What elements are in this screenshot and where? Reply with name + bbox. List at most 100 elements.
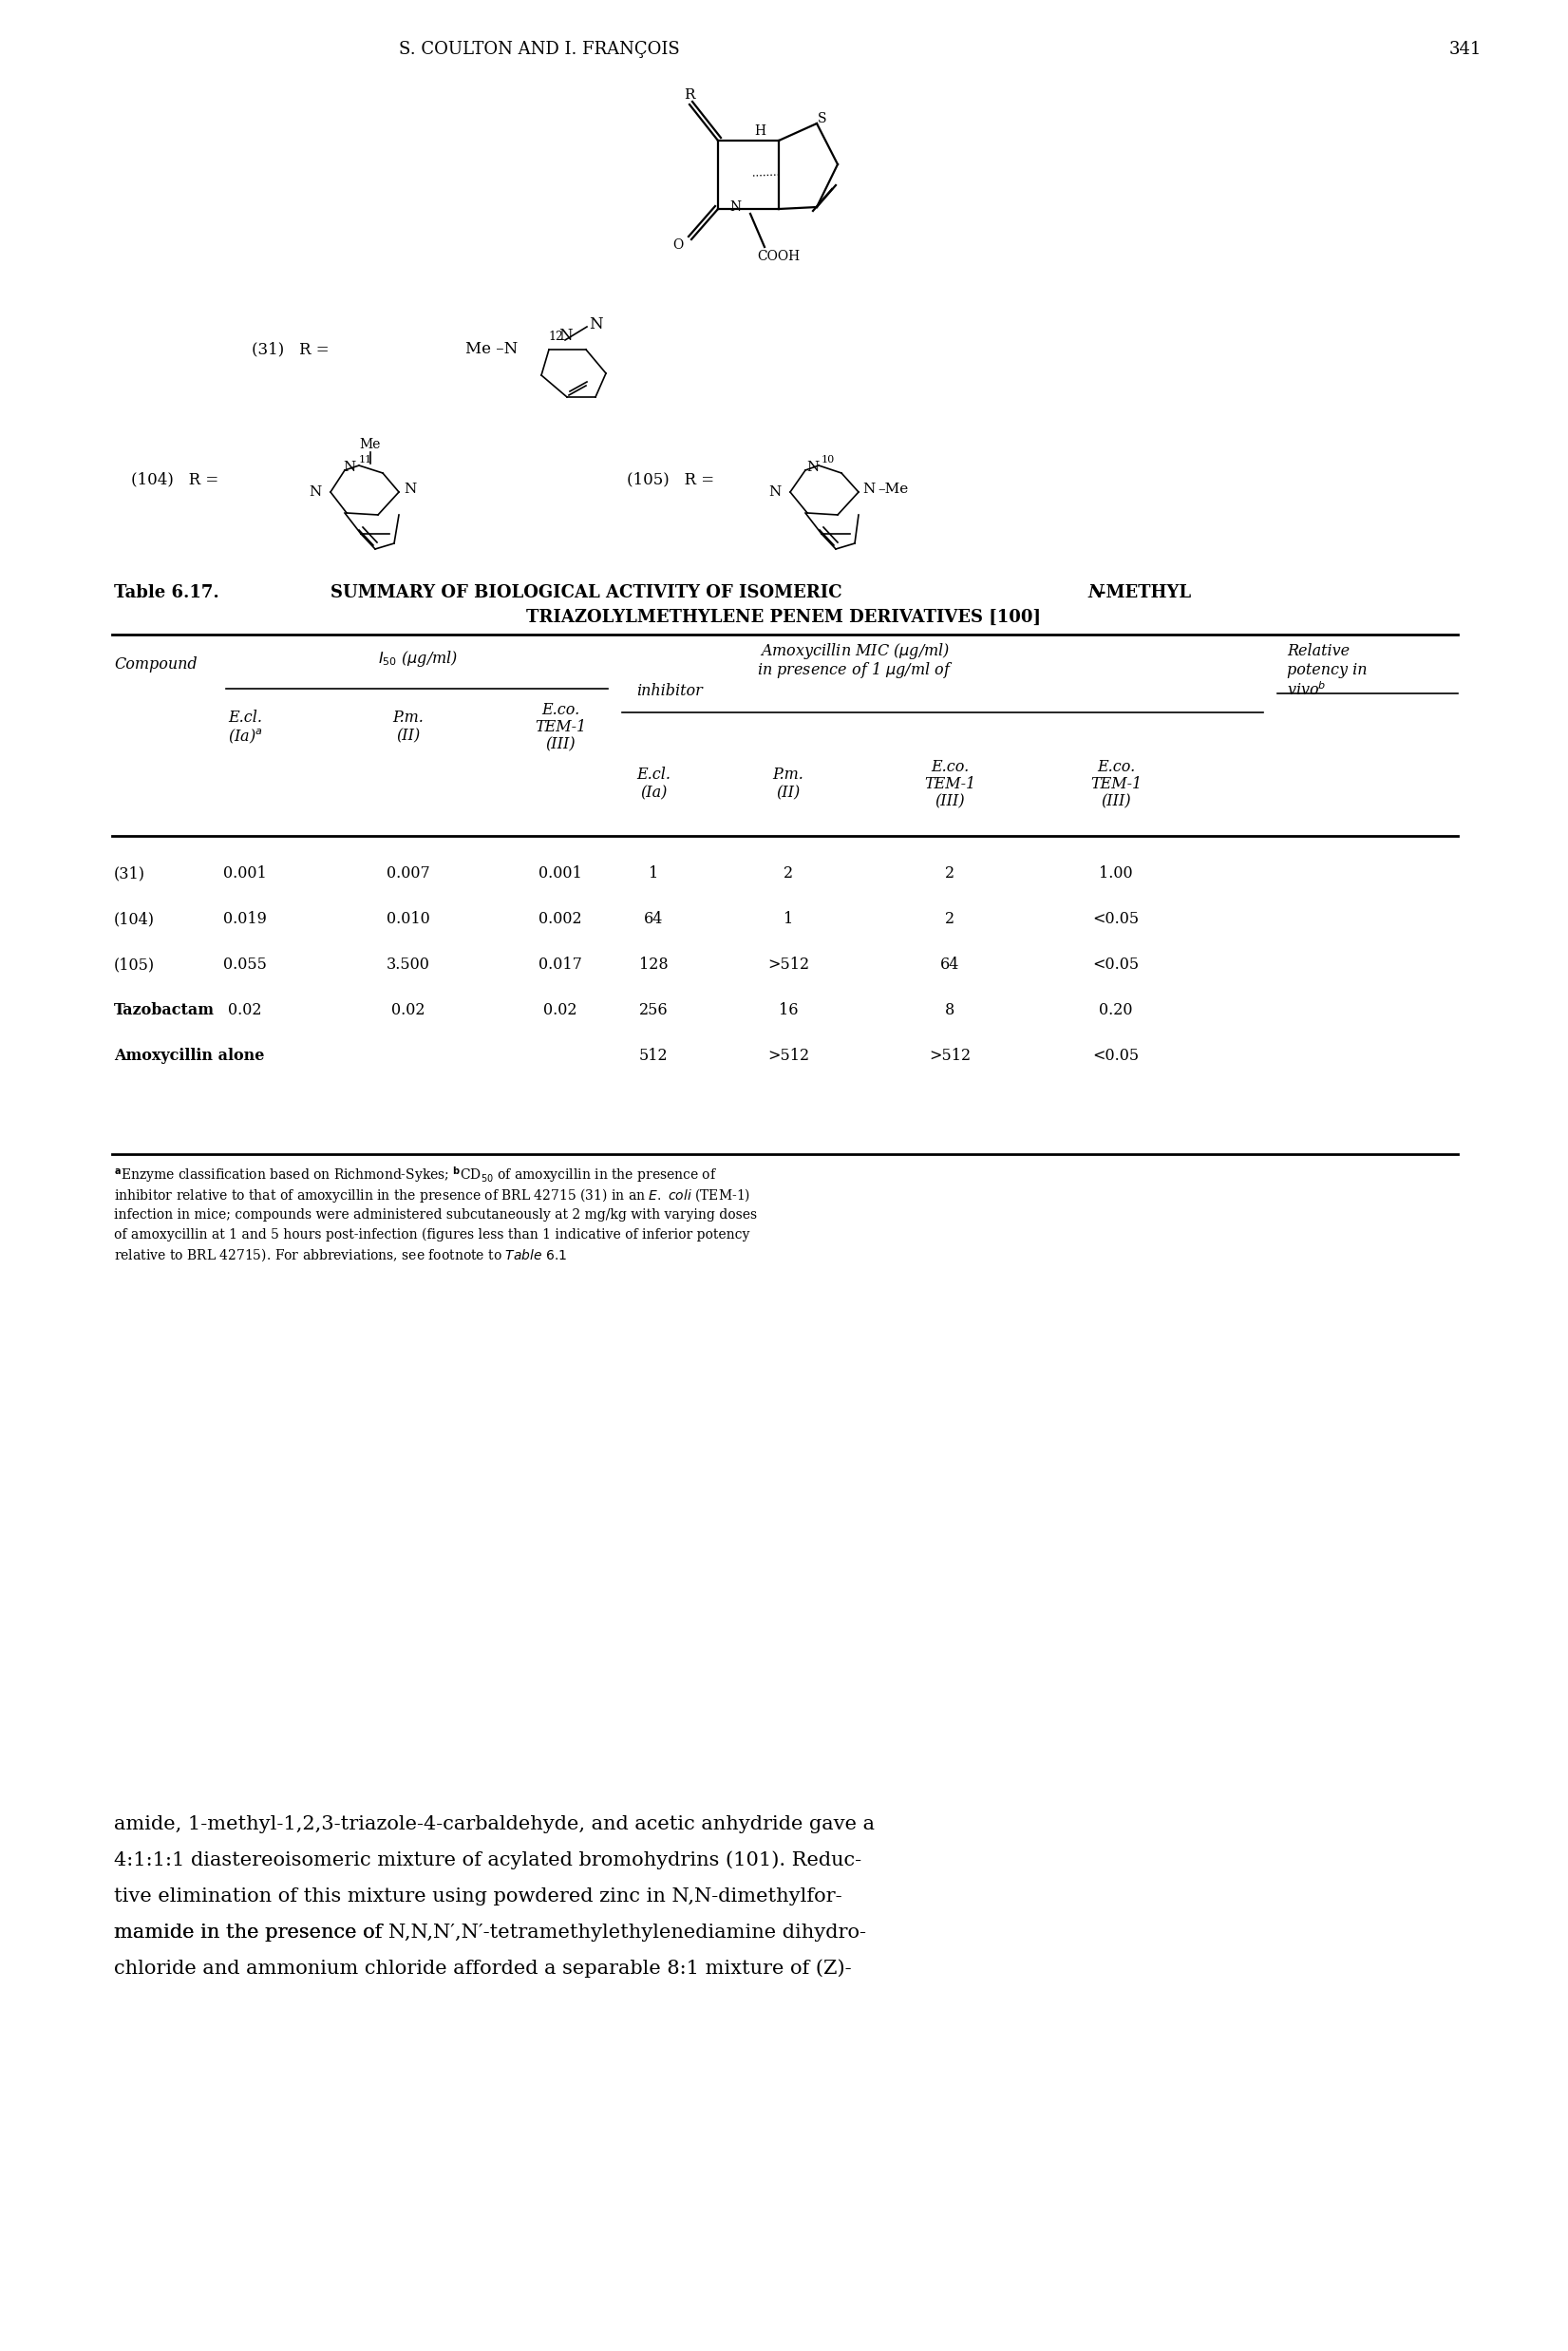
Text: 1: 1: [649, 865, 659, 882]
Text: 0.002: 0.002: [539, 912, 582, 929]
Text: N: N: [862, 482, 875, 496]
Text: inhibitor: inhibitor: [637, 682, 702, 698]
Text: TEM-1: TEM-1: [535, 719, 586, 736]
Text: 64: 64: [941, 957, 960, 973]
Text: (105)   R =: (105) R =: [627, 473, 715, 487]
Text: E.cl.: E.cl.: [227, 710, 262, 724]
Text: of amoxycillin at 1 and 5 hours post-infection (figures less than 1 indicative o: of amoxycillin at 1 and 5 hours post-inf…: [114, 1227, 750, 1241]
Text: 11: 11: [359, 456, 373, 465]
Text: N: N: [1088, 583, 1104, 602]
Text: potency in: potency in: [1287, 663, 1367, 679]
Text: 0.20: 0.20: [1099, 1002, 1132, 1018]
Text: 2: 2: [946, 865, 955, 882]
Text: 2: 2: [784, 865, 793, 882]
Text: SUMMARY OF BIOLOGICAL ACTIVITY OF ISOMERIC: SUMMARY OF BIOLOGICAL ACTIVITY OF ISOMER…: [331, 583, 848, 602]
Text: N: N: [403, 482, 416, 496]
Text: Me –N: Me –N: [466, 341, 517, 357]
Text: 0.001: 0.001: [539, 865, 582, 882]
Text: 1.00: 1.00: [1099, 865, 1132, 882]
Text: 10: 10: [822, 456, 836, 465]
Text: N: N: [768, 484, 781, 498]
Text: <0.05: <0.05: [1093, 912, 1140, 929]
Text: E.co.: E.co.: [541, 703, 580, 719]
Text: N: N: [806, 461, 818, 475]
Text: >512: >512: [767, 957, 809, 973]
Text: (104)   R =: (104) R =: [132, 473, 218, 487]
Text: (Ia): (Ia): [640, 785, 666, 802]
Text: Amoxycillin MIC ($\mu$g/ml): Amoxycillin MIC ($\mu$g/ml): [759, 642, 950, 661]
Text: 0.02: 0.02: [544, 1002, 577, 1018]
Text: 8: 8: [946, 1002, 955, 1018]
Text: (104): (104): [114, 912, 155, 929]
Text: 0.02: 0.02: [392, 1002, 425, 1018]
Text: (31)   R =: (31) R =: [252, 341, 329, 357]
Text: >512: >512: [928, 1049, 971, 1065]
Text: 0.007: 0.007: [387, 865, 430, 882]
Text: >512: >512: [767, 1049, 809, 1065]
Text: 0.017: 0.017: [538, 957, 582, 973]
Text: 4:1:1:1 diastereoisomeric mixture of acylated bromohydrins (101). Reduc-: 4:1:1:1 diastereoisomeric mixture of acy…: [114, 1850, 861, 1869]
Text: N: N: [309, 484, 321, 498]
Text: –Me: –Me: [878, 482, 908, 496]
Text: $I_{50}$ ($\mu$g/ml): $I_{50}$ ($\mu$g/ml): [378, 649, 458, 668]
Text: Table 6.17.: Table 6.17.: [114, 583, 220, 602]
Text: 16: 16: [779, 1002, 798, 1018]
Text: TRIAZOLYLMETHYLENE PENEM DERIVATIVES [100]: TRIAZOLYLMETHYLENE PENEM DERIVATIVES [10…: [527, 609, 1041, 625]
Text: 341: 341: [1449, 40, 1482, 59]
Text: P.m.: P.m.: [773, 766, 804, 783]
Text: Me: Me: [359, 437, 381, 451]
Text: Amoxycillin alone: Amoxycillin alone: [114, 1049, 265, 1065]
Text: E.co.: E.co.: [931, 759, 969, 776]
Text: E.cl.: E.cl.: [637, 766, 671, 783]
Text: infection in mice; compounds were administered subcutaneously at 2 mg/kg with va: infection in mice; compounds were admini…: [114, 1208, 757, 1223]
Text: H: H: [754, 125, 765, 139]
Text: <0.05: <0.05: [1093, 1049, 1140, 1065]
Text: <0.05: <0.05: [1093, 957, 1140, 973]
Text: 256: 256: [638, 1002, 668, 1018]
Text: S. COULTON AND I. FRANÇOIS: S. COULTON AND I. FRANÇOIS: [398, 40, 681, 59]
Text: -METHYL: -METHYL: [1099, 583, 1192, 602]
Text: R: R: [684, 89, 695, 101]
Text: $^{\mathbf{a}}$Enzyme classification based on Richmond-Sykes; $^{\mathbf{b}}$CD$: $^{\mathbf{a}}$Enzyme classification bas…: [114, 1166, 717, 1185]
Text: tive elimination of this mixture using powdered zinc in N,N-dimethylfor-: tive elimination of this mixture using p…: [114, 1888, 842, 1904]
Text: 128: 128: [638, 957, 668, 973]
Text: (III): (III): [1101, 795, 1131, 809]
Text: mamide in the presence of: mamide in the presence of: [114, 1923, 389, 1942]
Text: 2: 2: [946, 912, 955, 929]
Text: Compound: Compound: [114, 656, 198, 672]
Text: TEM-1: TEM-1: [924, 776, 975, 792]
Text: N: N: [558, 329, 572, 343]
Text: vivo$^b$: vivo$^b$: [1287, 682, 1327, 701]
Text: in presence of 1 $\mu$g/ml of: in presence of 1 $\mu$g/ml of: [757, 661, 953, 679]
Text: mamide in the presence of N,N,N′,N′-tetramethylethylenediamine dihydro-: mamide in the presence of N,N,N′,N′-tetr…: [114, 1923, 866, 1942]
Text: 0.001: 0.001: [223, 865, 267, 882]
Text: chloride and ammonium chloride afforded a separable 8:1 mixture of (Z)-: chloride and ammonium chloride afforded …: [114, 1958, 851, 1977]
Text: E.co.: E.co.: [1098, 759, 1135, 776]
Text: (II): (II): [776, 785, 800, 802]
Text: (31): (31): [114, 865, 146, 882]
Text: Relative: Relative: [1287, 642, 1350, 658]
Text: S: S: [818, 113, 826, 125]
Text: O: O: [673, 237, 684, 252]
Text: 0.019: 0.019: [223, 912, 267, 929]
Text: 0.010: 0.010: [387, 912, 430, 929]
Text: Tazobactam: Tazobactam: [114, 1002, 215, 1018]
Text: 64: 64: [644, 912, 663, 929]
Text: relative to BRL 42715). For abbreviations, see footnote to $\mathit{Table\ 6.1}$: relative to BRL 42715). For abbreviation…: [114, 1246, 568, 1262]
Text: (III): (III): [546, 736, 575, 752]
Text: (Ia)$^a$: (Ia)$^a$: [227, 726, 262, 745]
Text: 1: 1: [784, 912, 793, 929]
Text: 0.055: 0.055: [223, 957, 267, 973]
Text: N: N: [343, 461, 356, 475]
Text: (III): (III): [935, 795, 964, 809]
Text: 3.500: 3.500: [387, 957, 430, 973]
Text: N: N: [729, 200, 740, 214]
Text: 12: 12: [547, 329, 563, 343]
Text: N: N: [590, 317, 602, 334]
Text: (II): (II): [397, 729, 420, 745]
Text: amide, 1-methyl-1,2,3-triazole-4-carbaldehyde, and acetic anhydride gave a: amide, 1-methyl-1,2,3-triazole-4-carbald…: [114, 1815, 875, 1834]
Text: 0.02: 0.02: [229, 1002, 262, 1018]
Text: 512: 512: [638, 1049, 668, 1065]
Text: P.m.: P.m.: [392, 710, 423, 724]
Text: (105): (105): [114, 957, 155, 973]
